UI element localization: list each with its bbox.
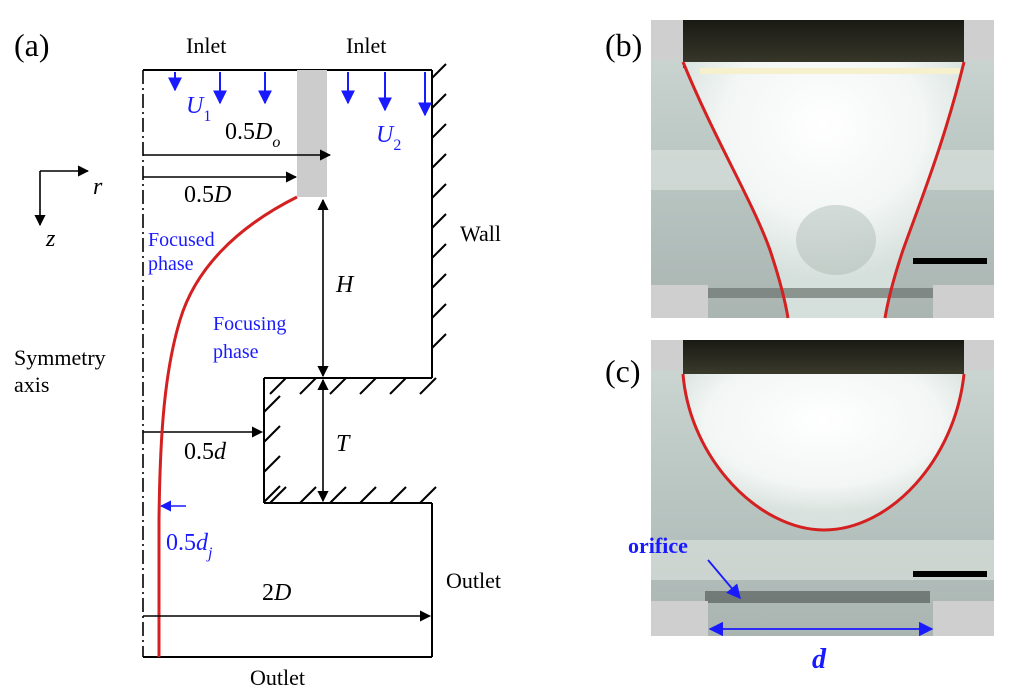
panel-a-label: (a) <box>14 27 50 63</box>
photo-b-scale-bar <box>913 258 987 264</box>
photo-c-drop <box>683 374 964 530</box>
r-axis-label: r <box>93 174 103 200</box>
photo-c-orifice-smudge <box>705 591 930 603</box>
u2-label: U2 <box>376 122 401 154</box>
orifice-pointer-arrow <box>707 559 741 600</box>
focusing-phase-label-line2: phase <box>213 341 259 363</box>
photo-c-scale-bar <box>913 571 987 577</box>
do-half-label: 0.5Do <box>225 119 280 151</box>
outlet-right-label: Outlet <box>446 568 501 593</box>
photo-b-tube-left <box>651 20 683 60</box>
photo-c-plate-left <box>651 601 708 636</box>
photo-b-plate-right <box>933 285 994 318</box>
jet-half-label: 0.5dj <box>166 530 213 562</box>
u1-label: U1 <box>186 93 211 125</box>
photo-panel-b: (b) <box>605 20 994 319</box>
photo-b-orifice-smudge <box>700 288 940 298</box>
inlet-flow-arrows <box>168 72 432 117</box>
orifice-diameter-label: d <box>812 644 827 675</box>
photo-b-meniscus <box>683 62 964 318</box>
symmetry-label-line2: axis <box>14 372 49 397</box>
photo-b-neck-shadow <box>796 205 876 275</box>
inlet-left-label: Inlet <box>186 33 226 58</box>
h-label: H <box>335 272 355 298</box>
wall-hatch <box>431 63 447 349</box>
photo-b-meniscus-top <box>700 68 960 74</box>
panel-c-label: (c) <box>605 353 641 389</box>
photo-c-interface <box>681 373 966 532</box>
focused-phase-label-line1: Focused <box>148 229 215 251</box>
photo-c-tube-left <box>651 340 683 370</box>
t-label: T <box>336 431 351 457</box>
orifice-label: orifice <box>628 533 688 558</box>
d-half-label: 0.5D <box>184 182 231 208</box>
outlet-width-label: 2D <box>262 580 291 606</box>
photo-panel-c: (c) orifice d <box>605 340 994 675</box>
coordinate-axes <box>34 165 90 227</box>
panel-b-label: (b) <box>605 27 642 63</box>
photo-c-plate-right <box>933 601 994 636</box>
schematic-panel: (a) Inlet Inlet <box>14 27 501 690</box>
wall-label: Wall <box>460 221 501 246</box>
photo-b-tube-right <box>964 20 994 60</box>
photo-b-interface-left <box>681 61 790 319</box>
photo-b-capillary <box>683 20 964 68</box>
jet-interface-curve <box>157 195 298 657</box>
focused-phase-label-line2: phase <box>148 253 194 275</box>
photo-c-tube-right <box>964 340 994 370</box>
capillary-tube <box>297 70 327 197</box>
symmetry-label-line1: Symmetry <box>14 345 106 370</box>
orifice-half-label: 0.5d <box>184 439 227 465</box>
z-axis-label: z <box>45 226 56 252</box>
photo-b-interface-right <box>883 61 966 319</box>
inlet-right-label: Inlet <box>346 33 386 58</box>
outlet-bottom-label: Outlet <box>250 665 305 690</box>
photo-b-plate-left <box>651 285 708 318</box>
orifice-plate-hatch <box>263 377 437 504</box>
photo-c-capillary <box>683 340 964 375</box>
focusing-phase-label-line1: Focusing <box>213 313 286 335</box>
